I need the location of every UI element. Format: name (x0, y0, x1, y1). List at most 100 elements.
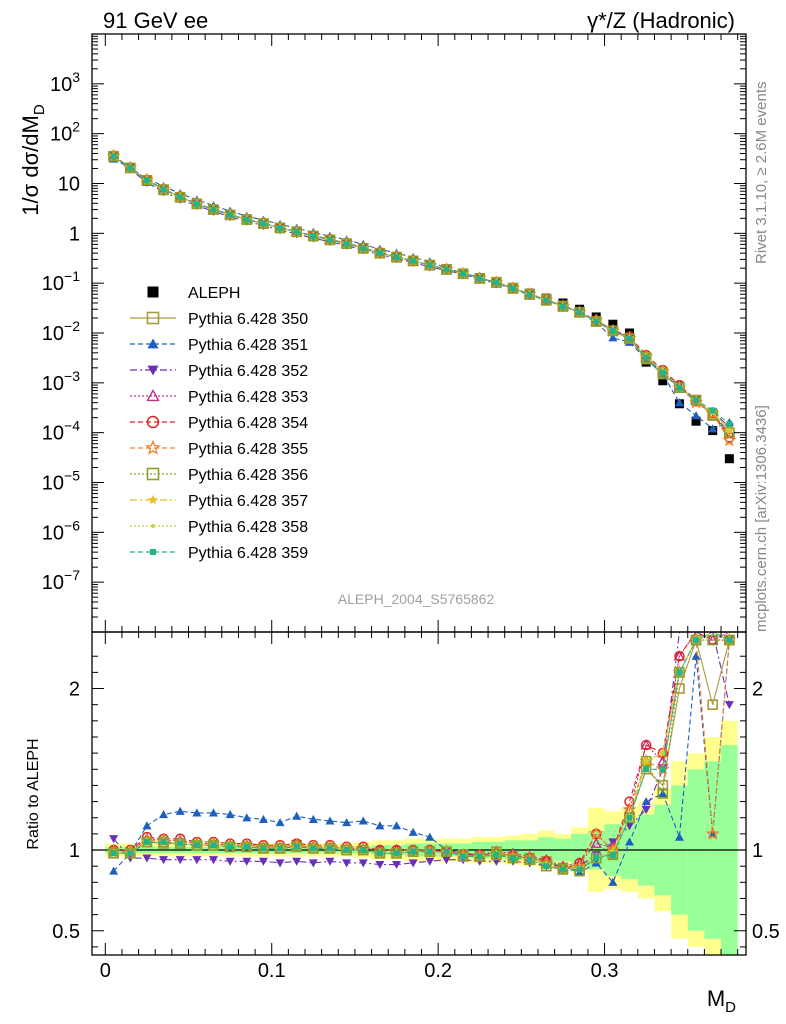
marker (292, 811, 302, 820)
energy-label: 91 GeV ee (103, 8, 208, 33)
marker (146, 415, 160, 429)
marker (110, 153, 117, 160)
y-tick-label: 1 (69, 223, 80, 245)
marker (443, 266, 450, 273)
marker (674, 650, 685, 662)
marker (510, 285, 517, 292)
legend: ALEPH Pythia 6.428 350 Pythia 6.428 351 Pyt… (130, 285, 308, 562)
legend-label: Pythia 6.428 350 (188, 311, 308, 328)
x-tick-label: 0.3 (591, 960, 619, 982)
legend-item: Pythia 6.428 354 (130, 415, 308, 432)
series-layer (92, 148, 746, 886)
marker (193, 842, 200, 849)
marker (110, 850, 117, 857)
marker (147, 338, 159, 349)
marker (127, 164, 134, 171)
marker (674, 832, 684, 841)
marker (360, 245, 367, 252)
marker (225, 809, 235, 819)
marker (376, 850, 383, 857)
marker (358, 816, 368, 825)
legend-label: Pythia 6.428 357 (188, 493, 308, 510)
marker (408, 827, 418, 836)
marker (441, 856, 451, 865)
marker (308, 859, 318, 868)
y-tick-label: 10−3 (42, 368, 80, 395)
marker (724, 701, 734, 710)
marker (460, 270, 467, 277)
legend-label: Pythia 6.428 351 (188, 337, 308, 354)
marker (460, 853, 467, 860)
marker (360, 847, 367, 854)
marker (109, 866, 119, 875)
marker (659, 766, 666, 773)
marker (243, 843, 250, 850)
marker (724, 454, 734, 464)
marker (159, 809, 169, 819)
marker (393, 850, 400, 857)
marker (410, 257, 417, 264)
y-tick-label: 10−1 (42, 268, 80, 295)
marker (208, 808, 218, 817)
marker (659, 369, 666, 376)
marker (493, 851, 500, 858)
legend-item: Pythia 6.428 359 (130, 545, 308, 562)
y-tick-label: 10−6 (42, 517, 80, 544)
marker (343, 240, 350, 247)
marker (258, 814, 268, 823)
marker (143, 177, 150, 184)
legend-label: Pythia 6.428 353 (188, 389, 308, 406)
marker (310, 845, 317, 852)
marker (146, 389, 160, 402)
marker (243, 216, 250, 223)
marker (590, 837, 602, 848)
marker (109, 835, 119, 844)
series-line (113, 154, 730, 428)
legend-item: Pythia 6.428 351 (130, 337, 308, 354)
panel-frames (91, 33, 747, 956)
marker (425, 832, 435, 841)
marker (376, 250, 383, 257)
rivet-version-label: Rivet 3.1.10, ≥ 2.6M events (753, 82, 770, 265)
y-tick-label: 102 (50, 119, 80, 146)
marker (177, 194, 184, 201)
marker (292, 857, 302, 866)
marker (426, 848, 433, 855)
marker (709, 407, 716, 414)
main-frame (91, 33, 747, 633)
marker (142, 854, 152, 863)
marker (691, 416, 701, 426)
legend-label: Pythia 6.428 358 (188, 519, 308, 536)
marker (277, 845, 284, 852)
marker (626, 335, 633, 342)
marker (227, 843, 234, 850)
legend-label: ALEPH (188, 285, 240, 302)
legend-label: Pythia 6.428 352 (188, 363, 308, 380)
y-tick-label: 10−7 (42, 567, 80, 594)
marker (193, 200, 200, 207)
marker (227, 211, 234, 218)
marker (192, 808, 202, 817)
marker (643, 766, 650, 773)
y-tick-label: 10−2 (42, 318, 80, 345)
marker (726, 420, 733, 427)
marker (225, 857, 235, 866)
marker (609, 851, 616, 858)
marker (343, 847, 350, 854)
marker (275, 859, 285, 868)
marker (146, 467, 160, 481)
marker (392, 860, 402, 870)
marker (526, 291, 533, 298)
y-axis-label: 1/σ dσ/dMD (18, 104, 48, 216)
ratio-frame (91, 631, 747, 956)
marker (707, 699, 719, 710)
marker (175, 856, 185, 865)
marker (426, 262, 433, 269)
marker (145, 439, 161, 455)
legend-item: Pythia 6.428 358 (130, 519, 308, 536)
marker (275, 818, 285, 827)
marker (342, 818, 352, 827)
marker (593, 855, 600, 862)
marker (658, 376, 668, 386)
source-label: mcplots.cern.ch [arXiv:1306.3436] (753, 405, 770, 632)
